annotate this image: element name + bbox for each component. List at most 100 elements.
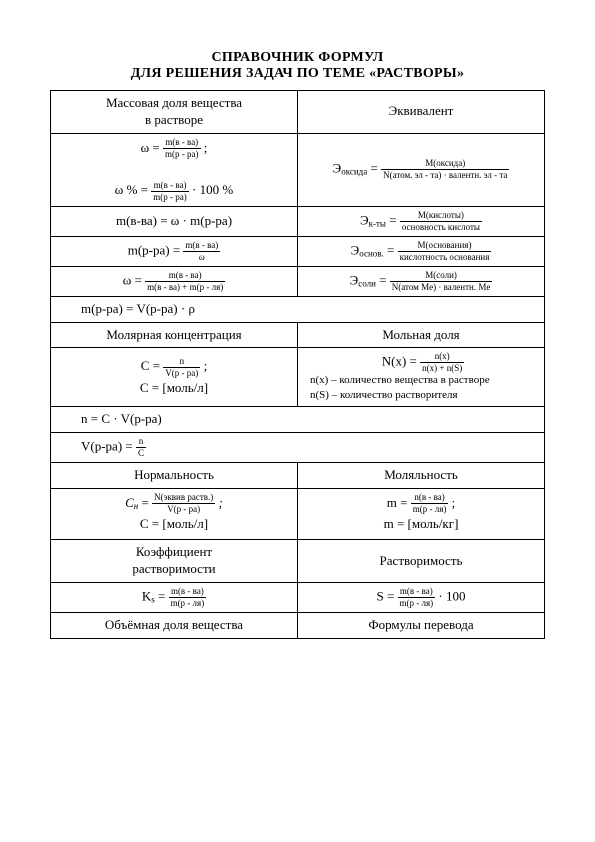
cell-formula: m(р-ра) = m(в - ва)ω: [51, 236, 298, 266]
cell-formula: Эсоли = M(соли)N(атом Me) · валентн. Me: [298, 266, 545, 296]
text: =: [367, 161, 381, 176]
numerator: M(основания): [398, 241, 492, 251]
cell-header: Молярная концентрация: [51, 322, 298, 348]
subscript: соли: [358, 278, 376, 288]
cell-header: Растворимость: [298, 540, 545, 583]
table-row: ω = m(в - ва)m(в - ва) + m(р - ля) Эсоли…: [51, 266, 545, 296]
table-row: m(р-ра) = m(в - ва)ω Эоснов. = M(основан…: [51, 236, 545, 266]
numerator: n(x): [420, 352, 464, 362]
table-row: C = nV(р - ра) ; C = [моль/л] N(x) = n(x…: [51, 348, 545, 407]
numerator: N(эквив раств.): [152, 493, 215, 503]
numerator: M(кислоты): [400, 211, 482, 221]
text: в растворе: [145, 112, 203, 127]
numerator: n: [136, 437, 146, 447]
cell-header: Мольная доля: [298, 322, 545, 348]
page-subtitle: ДЛЯ РЕШЕНИЯ ЗАДАЧ ПО ТЕМЕ «РАСТВОРЫ»: [50, 66, 545, 82]
cell-formula: C = nV(р - ра) ; C = [моль/л]: [51, 348, 298, 407]
text: Массовая доля вещества: [106, 95, 242, 110]
denominator: N(атом Me) · валентн. Me: [390, 281, 493, 292]
numerator: n: [163, 357, 200, 367]
cell-header: Массовая доля вещества в растворе: [51, 91, 298, 134]
cell-formula: V(р-ра) = nC: [51, 432, 545, 462]
text: ω =: [141, 140, 163, 155]
text: =: [384, 242, 398, 257]
text: =: [376, 272, 390, 287]
text: ω =: [123, 272, 145, 287]
text: ω % =: [115, 182, 151, 197]
numerator: m(в - ва): [169, 587, 207, 597]
denominator: n(x) + n(S): [420, 362, 464, 373]
text: Коэффициент: [136, 544, 212, 559]
text: N(x) =: [382, 354, 420, 369]
numerator: M(соли): [390, 271, 493, 281]
note-text: n(x) – количество вещества в растворе: [310, 373, 536, 387]
text: K: [142, 588, 151, 603]
cell-header: Нормальность: [51, 462, 298, 488]
numerator: m(в - ва): [145, 271, 225, 281]
text: ;: [200, 358, 207, 373]
table-row: m(в-ва) = ω · m(р-ра) Эк-ты = M(кислоты)…: [51, 206, 545, 236]
cell-formula: Эоснов. = M(основания)кислотность основа…: [298, 236, 545, 266]
fraction: m(в - ва)m(в - ва) + m(р - ля): [145, 271, 225, 292]
text: ;: [448, 495, 455, 510]
denominator: V(р - ра): [163, 367, 200, 378]
fraction: m(в - ва)m(р - ля): [398, 587, 436, 608]
denominator: m(в - ва) + m(р - ля): [145, 281, 225, 292]
table-row: Молярная концентрация Мольная доля: [51, 322, 545, 348]
denominator: основность кислоты: [400, 221, 482, 232]
text: S =: [376, 588, 397, 603]
table-row: Cн = N(эквив раств.)V(р - ра) ; C = [мол…: [51, 488, 545, 539]
text: =: [155, 588, 169, 603]
denominator: m(р - ля): [169, 597, 207, 608]
fraction: M(оксида)N(атом. эл - та) · валентн. эл …: [381, 159, 509, 180]
text: =: [386, 212, 400, 227]
text: C: [125, 495, 134, 510]
subscript: к-ты: [369, 218, 386, 228]
cell-formula: m = n(в - ва)m(р - ля) ; m = [моль/кг]: [298, 488, 545, 539]
numerator: m(в - ва): [183, 241, 220, 251]
text: · 100 %: [189, 182, 233, 197]
text: растворимости: [132, 561, 215, 576]
table-row: ω = m(в - ва)m(р - ра) ; ω % = m(в - ва)…: [51, 133, 545, 206]
denominator: ω: [183, 251, 220, 262]
cell-formula: Cн = N(эквив раств.)V(р - ра) ; C = [мол…: [51, 488, 298, 539]
numerator: m(в - ва): [398, 587, 436, 597]
cell-formula: n = C · V(р-ра): [51, 406, 545, 432]
cell-formula: Эк-ты = M(кислоты)основность кислоты: [298, 206, 545, 236]
table-row: Коэффициент растворимости Растворимость: [51, 540, 545, 583]
denominator: m(р - ра): [151, 191, 189, 202]
fraction: M(соли)N(атом Me) · валентн. Me: [390, 271, 493, 292]
cell-formula: ω = m(в - ва)m(в - ва) + m(р - ля): [51, 266, 298, 296]
fraction: m(в - ва)ω: [183, 241, 220, 262]
cell-header: Моляльность: [298, 462, 545, 488]
table-row: Массовая доля вещества в растворе Эквива…: [51, 91, 545, 134]
fraction: M(кислоты)основность кислоты: [400, 211, 482, 232]
text: m(р-ра) =: [128, 242, 184, 257]
text: V(р-ра) =: [81, 438, 136, 453]
text: ;: [215, 495, 223, 510]
text: Э: [350, 272, 359, 287]
formula-table: Массовая доля вещества в растворе Эквива…: [50, 90, 545, 639]
text: Э: [351, 242, 360, 257]
cell-header: Формулы перевода: [298, 612, 545, 638]
fraction: n(в - ва)m(р - ля): [411, 493, 449, 514]
cell-header: Коэффициент растворимости: [51, 540, 298, 583]
numerator: m(в - ва): [163, 138, 201, 148]
table-row: m(р-ра) = V(р-ра) · ρ: [51, 296, 545, 322]
cell-formula: m(в-ва) = ω · m(р-ра): [51, 206, 298, 236]
denominator: V(р - ра): [152, 503, 215, 514]
numerator: n(в - ва): [411, 493, 449, 503]
fraction: nC: [136, 437, 146, 458]
text: =: [138, 495, 152, 510]
fraction: n(x)n(x) + n(S): [420, 352, 464, 373]
cell-header: Эквивалент: [298, 91, 545, 134]
note-text: n(S) – количество растворителя: [310, 388, 536, 402]
denominator: N(атом. эл - та) · валентн. эл - та: [381, 169, 509, 180]
cell-formula: ω = m(в - ва)m(р - ра) ; ω % = m(в - ва)…: [51, 133, 298, 206]
cell-formula: Эоксида = M(оксида)N(атом. эл - та) · ва…: [298, 133, 545, 206]
text: Э: [333, 161, 342, 176]
numerator: M(оксида): [381, 159, 509, 169]
cell-header: Объёмная доля вещества: [51, 612, 298, 638]
table-row: Нормальность Моляльность: [51, 462, 545, 488]
cell-formula: m(р-ра) = V(р-ра) · ρ: [51, 296, 545, 322]
